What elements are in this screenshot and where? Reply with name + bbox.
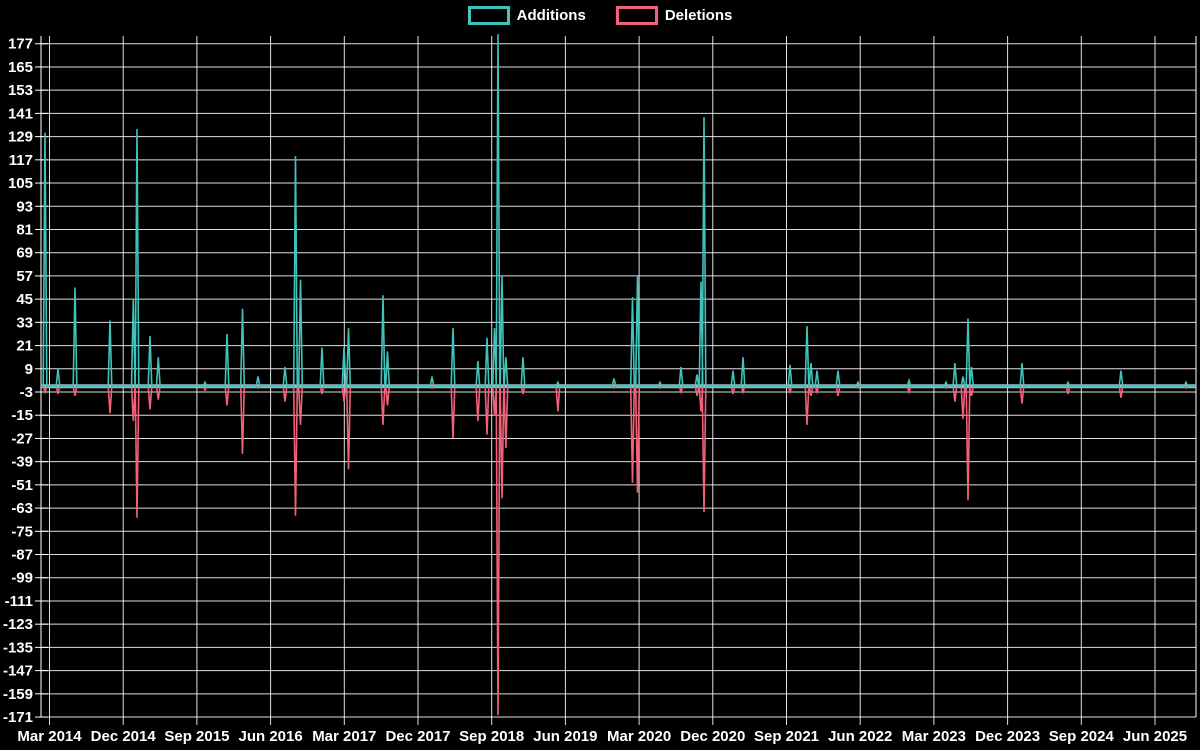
x-tick-label: Jun 2025 <box>1123 728 1187 745</box>
x-tick-label: Sep 2015 <box>164 728 229 745</box>
additions-series-line <box>41 34 1196 387</box>
x-tick-label: Mar 2023 <box>902 728 966 745</box>
y-tick-label: -147 <box>3 663 33 680</box>
y-tick-label: 69 <box>16 245 33 262</box>
y-tick-label: -27 <box>11 430 33 447</box>
y-tick-label: -75 <box>11 523 33 540</box>
y-tick-label: 33 <box>16 314 33 331</box>
y-tick-label: -3 <box>20 384 33 401</box>
y-tick-label: 129 <box>8 129 33 146</box>
y-tick-label: -171 <box>3 709 33 726</box>
x-tick-label: Jun 2022 <box>828 728 892 745</box>
y-tick-label: 81 <box>16 221 33 238</box>
deletions-swatch-icon <box>615 6 658 25</box>
x-tick-label: Jun 2019 <box>533 728 597 745</box>
y-tick-label: -159 <box>3 686 33 703</box>
x-tick-label: Dec 2023 <box>975 728 1040 745</box>
y-tick-label: 57 <box>16 268 33 285</box>
y-tick-label: -87 <box>11 547 33 564</box>
y-tick-label: 21 <box>16 338 33 355</box>
legend-label-deletions: Deletions <box>664 7 733 24</box>
legend-item-additions[interactable]: Additions <box>467 6 586 25</box>
x-tick-label: Sep 2018 <box>459 728 524 745</box>
x-tick-label: Dec 2020 <box>680 728 745 745</box>
y-tick-label: 165 <box>8 59 33 76</box>
y-tick-label: -51 <box>11 477 33 494</box>
legend-item-deletions[interactable]: Deletions <box>615 6 733 25</box>
y-tick-label: -39 <box>11 454 33 471</box>
x-tick-label: Dec 2014 <box>91 728 157 745</box>
y-tick-label: 9 <box>25 361 33 378</box>
x-tick-label: Sep 2024 <box>1049 728 1115 745</box>
y-tick-label: 117 <box>9 152 33 169</box>
y-tick-label: -123 <box>3 616 33 633</box>
x-tick-label: Sep 2021 <box>754 728 819 745</box>
x-tick-label: Jun 2016 <box>238 728 302 745</box>
y-tick-label: -135 <box>3 639 33 656</box>
additions-swatch-icon <box>467 6 510 25</box>
y-tick-label: 45 <box>16 291 33 308</box>
y-tick-label: 153 <box>8 82 33 99</box>
chart-legend: Additions Deletions <box>0 6 1200 25</box>
x-tick-label: Mar 2014 <box>17 728 82 745</box>
y-tick-label: 177 <box>8 36 33 53</box>
y-tick-label: -63 <box>11 500 33 517</box>
x-tick-label: Dec 2017 <box>385 728 450 745</box>
y-tick-label: 93 <box>16 198 33 215</box>
y-tick-label: -111 <box>5 593 33 610</box>
x-tick-label: Mar 2020 <box>607 728 671 745</box>
y-tick-label: -15 <box>11 407 33 424</box>
deletions-series-line <box>41 385 1196 716</box>
y-tick-label: 105 <box>8 175 33 192</box>
y-tick-label: 141 <box>8 105 33 122</box>
legend-label-additions: Additions <box>516 7 586 24</box>
y-tick-label: -99 <box>11 570 33 587</box>
x-tick-label: Mar 2017 <box>312 728 376 745</box>
